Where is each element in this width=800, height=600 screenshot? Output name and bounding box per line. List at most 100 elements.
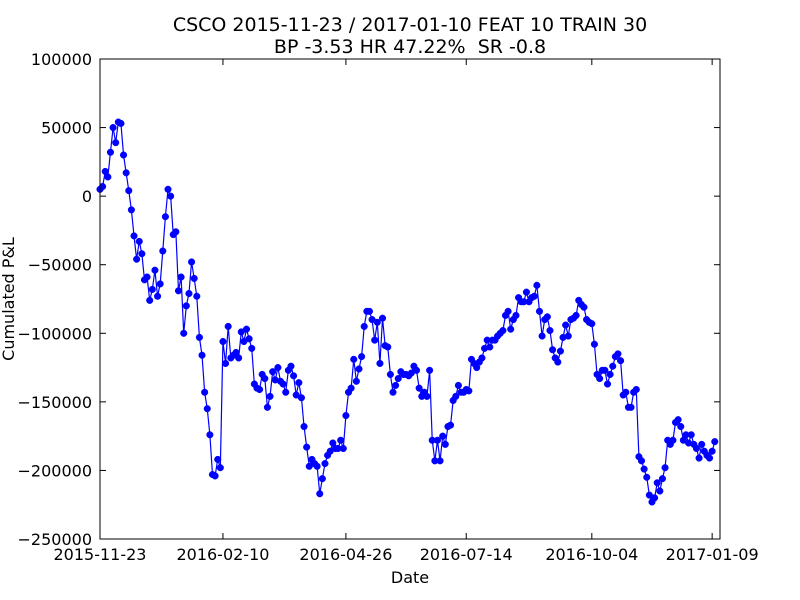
data-point [352, 377, 360, 385]
data-point [235, 354, 243, 362]
data-point [637, 457, 646, 465]
data-point [603, 380, 612, 388]
data-point [347, 384, 355, 392]
data-point [355, 365, 363, 373]
data-point [572, 311, 580, 320]
data-point [138, 250, 146, 258]
data-point [590, 340, 598, 348]
y-tick-label: 50000 [41, 119, 92, 138]
data-point [172, 228, 180, 236]
data-point [201, 388, 209, 396]
data-point [499, 326, 507, 335]
data-point [394, 374, 402, 383]
data-point [535, 307, 544, 315]
data-point [507, 325, 515, 333]
data-point [342, 412, 350, 420]
data-point [486, 343, 494, 351]
data-point [371, 336, 379, 344]
data-point [446, 421, 455, 429]
data-point [295, 379, 303, 387]
x-tick-label: 2016-07-14 [420, 545, 513, 564]
data-point [274, 364, 282, 372]
data-point [135, 237, 143, 245]
data-point [606, 370, 614, 378]
data-point [614, 350, 622, 358]
data-point [154, 292, 162, 300]
data-point [190, 274, 198, 282]
data-point [465, 387, 473, 395]
data-point [658, 475, 666, 483]
data-point [653, 479, 661, 487]
data-point [112, 139, 120, 147]
data-point [164, 185, 172, 193]
data-point [627, 403, 635, 411]
data-point [651, 494, 659, 502]
data-point [337, 436, 345, 444]
data-point [622, 388, 630, 396]
data-point [423, 392, 431, 400]
data-point [127, 206, 135, 214]
data-point [556, 347, 564, 355]
data-point [203, 405, 211, 413]
data-point [698, 440, 706, 448]
x-axis-label: Date [391, 568, 429, 587]
y-axis-label: Cumulated P&L [0, 237, 18, 361]
data-point [177, 273, 185, 281]
data-point [130, 232, 138, 240]
data-point [439, 432, 447, 440]
data-point [143, 273, 151, 281]
data-point [222, 359, 230, 368]
y-tick-label: −150000 [18, 393, 92, 412]
data-point [687, 431, 695, 439]
data-point [119, 151, 128, 159]
data-point [674, 416, 682, 424]
data-point [708, 447, 716, 455]
data-point [543, 313, 551, 321]
data-point [263, 403, 271, 411]
data-point [412, 366, 421, 374]
data-point [373, 318, 381, 326]
data-point [214, 455, 222, 464]
data-point [321, 460, 329, 468]
data-point [426, 366, 434, 374]
data-point [117, 119, 125, 128]
data-point [161, 213, 169, 221]
data-point [122, 169, 130, 177]
data-point [692, 444, 701, 453]
data-point [617, 357, 625, 365]
data-point [339, 444, 347, 453]
data-point [546, 326, 554, 335]
x-tick-label: 2016-04-26 [299, 545, 392, 564]
plot-frame [99, 58, 721, 540]
data-point [580, 303, 588, 311]
data-point [392, 381, 400, 389]
data-point [245, 335, 253, 343]
data-point [350, 355, 358, 363]
data-point [376, 359, 384, 368]
data-point [182, 302, 190, 310]
data-point [640, 465, 648, 473]
data-point [632, 385, 640, 394]
y-tick-label: 100000 [31, 50, 92, 69]
data-point [211, 472, 219, 480]
data-point [167, 192, 175, 200]
data-point [378, 314, 387, 322]
data-point [198, 351, 206, 359]
data-point [151, 266, 159, 274]
data-point [242, 325, 251, 333]
data-point [677, 422, 685, 431]
data-point [601, 366, 609, 374]
data-point [195, 333, 203, 341]
data-point [562, 321, 570, 329]
data-point [705, 454, 714, 462]
data-point [248, 344, 256, 352]
data-point [303, 443, 311, 451]
data-point [661, 464, 669, 472]
data-point [174, 287, 183, 295]
data-point [564, 332, 572, 340]
data-point [146, 296, 154, 304]
data-point [441, 440, 449, 448]
data-point [365, 307, 374, 315]
data-point [554, 358, 562, 366]
